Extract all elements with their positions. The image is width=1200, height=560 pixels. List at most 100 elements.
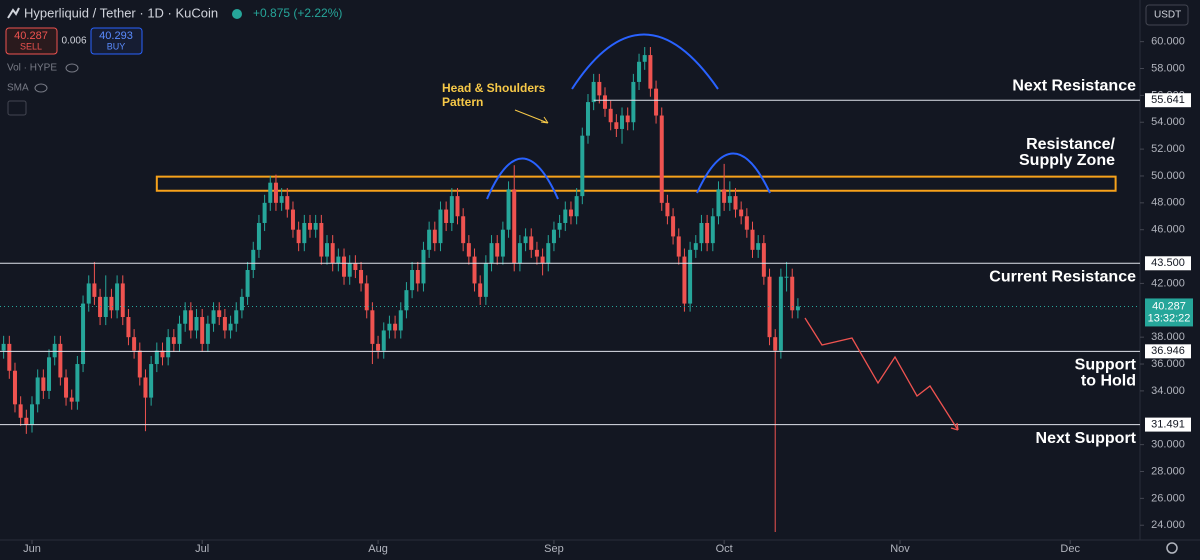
candle-body [620,115,625,129]
level-label: to Hold [1081,373,1136,390]
candle-body [47,357,52,391]
y-tick-label: 38.000 [1151,331,1185,343]
zone-label: Resistance/ [1026,136,1115,153]
candle-body [512,189,517,264]
candle-body [534,249,539,257]
indicator[interactable]: Vol · HYPE [7,63,57,74]
candle-body [319,222,324,257]
x-tick-label: Nov [890,543,910,555]
candle-body [239,296,244,311]
candle-body [1,343,6,351]
current-price-box [1145,298,1193,327]
buy-label: BUY [107,41,126,51]
collapse-button[interactable] [7,100,27,116]
candle-body [750,229,755,250]
candle-body [410,270,415,291]
candle-body [739,209,744,217]
candle-body [574,196,579,217]
candle-body [273,182,278,203]
candle-body [302,222,307,244]
candle-body [35,377,40,405]
candle-body [177,323,182,344]
x-tick-label: Dec [1060,543,1080,555]
y-tick-label: 50.000 [1151,170,1185,182]
sell-button[interactable] [5,27,58,55]
candle-body [290,209,295,230]
price-change: +0.875 (+2.22%) [253,6,342,20]
candle-body [529,236,534,250]
candle-body [103,296,108,318]
annotation: Head & Shoulders [442,81,546,95]
buy-button[interactable] [90,27,143,55]
candle-body [716,189,721,217]
y-tick-label: 54.000 [1151,116,1185,128]
eye-icon[interactable] [65,63,79,73]
price-box [1145,93,1191,108]
price-box [1145,256,1191,271]
indicator[interactable]: SMA [7,83,29,94]
eye-icon[interactable] [34,83,48,93]
candle-body [398,310,403,331]
candle-body [205,323,210,344]
candle-body [359,270,364,284]
candle-body [393,323,398,331]
candle-body [761,243,766,277]
candle-body [688,249,693,304]
candle-body [449,196,454,223]
toolbar: Hyperliquid / Tether · 1D · KuCoin +0.87… [5,4,1189,554]
candle-body [568,209,573,217]
candle-body [12,370,17,405]
projection-line [804,317,959,431]
candle-body [217,310,222,318]
candle-body [126,317,131,338]
candle-body [115,283,120,311]
candle-body [245,270,250,297]
plot [0,47,1140,532]
candle-body [478,283,483,297]
candle-body [86,283,91,304]
candle-body [421,249,426,284]
candle-body [466,243,471,257]
candle-body [790,276,795,311]
candle-body [404,290,409,311]
candle-body [18,404,23,418]
candle-body [285,196,290,210]
candle-body [154,350,159,365]
zone-label: Supply Zone [1019,152,1115,169]
candle-body [671,216,676,237]
logo [7,7,20,19]
candle-body [642,55,647,62]
candle-body [563,209,568,223]
status-dot [232,9,242,19]
supply-zone [155,175,1117,192]
candle-body [166,337,171,358]
candle-body [540,256,545,264]
candle-body [41,377,46,391]
candle-body [234,310,239,324]
candle-body [438,209,443,244]
candle-body [665,202,670,217]
y-tick-label: 36.000 [1151,358,1185,370]
countdown: 13:32:22 [1148,312,1191,324]
candle-body [625,115,630,123]
level-label: Current Resistance [989,269,1136,286]
candle-body [659,115,664,203]
candle-body [727,196,732,203]
candle-body [24,417,29,425]
candle-body [132,337,137,351]
candle-body [52,343,57,358]
candle-body [506,189,511,230]
candle-body [733,196,738,210]
x-tick-label: Jun [23,543,41,555]
currency-select[interactable] [1145,4,1189,26]
y-tick-label: 34.000 [1151,385,1185,397]
candle-body [585,102,590,136]
candle-body [517,243,522,264]
candle-body [58,343,63,378]
price-box-label: 43.500 [1151,257,1185,269]
candle-body [767,276,772,338]
settings-icon[interactable] [1166,542,1178,554]
candle-body [744,216,749,230]
candle-body [551,229,556,244]
